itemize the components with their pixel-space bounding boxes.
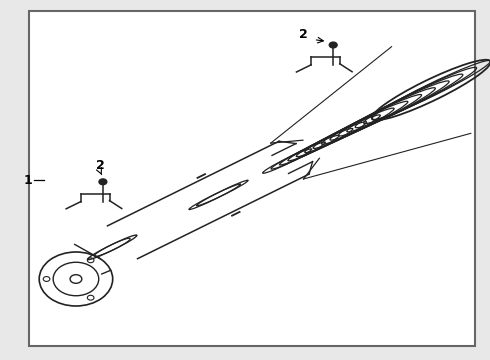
FancyBboxPatch shape [29, 11, 475, 346]
Text: 2: 2 [299, 28, 308, 41]
Circle shape [99, 179, 107, 185]
Circle shape [329, 42, 337, 48]
Text: 2: 2 [96, 159, 105, 172]
Text: 1: 1 [23, 174, 32, 186]
